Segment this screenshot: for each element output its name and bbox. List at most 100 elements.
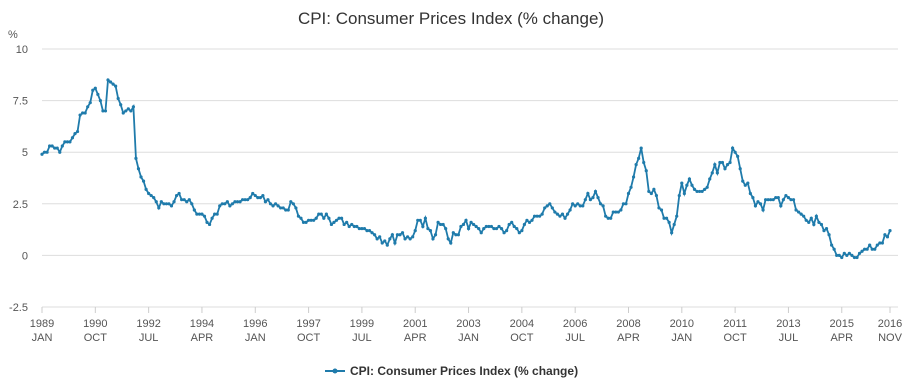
data-point (258, 196, 262, 200)
x-tick-year: 2016 (878, 318, 902, 330)
data-point (152, 196, 156, 200)
data-point (319, 212, 323, 216)
data-point (164, 202, 169, 206)
data-point (235, 200, 240, 204)
data-point (327, 216, 331, 220)
data-point (362, 226, 367, 231)
data-point (621, 202, 626, 206)
x-tick-year: 1992 (136, 318, 160, 330)
data-point (281, 206, 285, 210)
data-point (601, 204, 605, 208)
data-point (855, 255, 859, 260)
data-point (741, 179, 745, 183)
data-point (271, 204, 275, 208)
data-point (682, 191, 686, 196)
x-tick-month: JAN (32, 332, 53, 344)
data-point (883, 233, 887, 237)
data-point (268, 202, 273, 206)
data-point (489, 224, 493, 229)
data-point (449, 241, 453, 245)
data-point (220, 202, 224, 206)
data-point (63, 140, 67, 144)
data-point (390, 233, 394, 237)
data-point (784, 193, 788, 198)
x-tick-month: APR (404, 332, 427, 344)
data-point (555, 212, 560, 216)
data-point (210, 216, 214, 220)
data-point (763, 198, 768, 202)
data-point (200, 212, 204, 216)
data-point (532, 214, 537, 218)
data-point (522, 222, 526, 227)
data-point (111, 82, 115, 86)
data-point (690, 183, 694, 187)
data-point (380, 241, 384, 245)
data-point (560, 212, 565, 216)
data-point (309, 218, 313, 222)
data-point (796, 210, 801, 214)
data-point (103, 109, 108, 113)
data-point (565, 212, 570, 216)
x-tick-month: JUL (139, 332, 159, 344)
data-point (824, 226, 829, 231)
data-point (418, 218, 422, 222)
x-tick-year: 1996 (243, 318, 267, 330)
data-point (408, 237, 412, 241)
data-point (42, 150, 47, 154)
data-point (167, 202, 171, 206)
data-point (233, 200, 237, 204)
data-point (195, 212, 199, 216)
data-point (814, 214, 818, 218)
data-point (53, 146, 57, 150)
data-point (474, 224, 478, 229)
data-point (837, 253, 841, 257)
data-point (256, 196, 260, 200)
data-point (190, 202, 194, 206)
data-point (218, 204, 222, 208)
data-point (169, 204, 174, 208)
data-point (865, 247, 869, 251)
data-point (367, 229, 372, 233)
data-point (672, 222, 676, 227)
data-point (880, 241, 884, 245)
data-point (393, 241, 397, 245)
data-point (687, 177, 692, 181)
y-unit-label: % (8, 29, 18, 41)
data-point (527, 220, 532, 224)
data-point (276, 204, 280, 208)
data-point (847, 251, 851, 255)
data-point (502, 231, 506, 235)
data-point (863, 247, 867, 251)
data-point (510, 220, 514, 224)
data-point (802, 214, 806, 218)
data-point (842, 251, 846, 255)
data-point (520, 229, 524, 233)
data-point (708, 177, 712, 181)
data-point (352, 224, 356, 229)
data-point (743, 183, 747, 187)
data-point (337, 216, 341, 220)
data-point (345, 220, 349, 224)
legend-marker (332, 368, 338, 374)
data-point (606, 216, 610, 220)
y-tick-label: 0 (22, 250, 28, 262)
data-point (355, 224, 359, 229)
data-point (456, 233, 460, 237)
data-point (91, 88, 95, 92)
data-point (649, 191, 653, 196)
data-point (482, 226, 486, 231)
x-tick-month: APR (617, 332, 640, 344)
data-point (779, 204, 783, 208)
data-point (718, 160, 722, 165)
data-point (134, 156, 138, 160)
data-point (154, 200, 158, 204)
data-point (139, 175, 143, 179)
data-point (875, 243, 879, 247)
data-point (543, 206, 547, 210)
data-point (720, 160, 725, 165)
data-point (58, 150, 62, 154)
x-tick-month: OCT (84, 332, 108, 344)
data-point (758, 202, 763, 206)
x-tick-year: 2004 (510, 318, 534, 330)
